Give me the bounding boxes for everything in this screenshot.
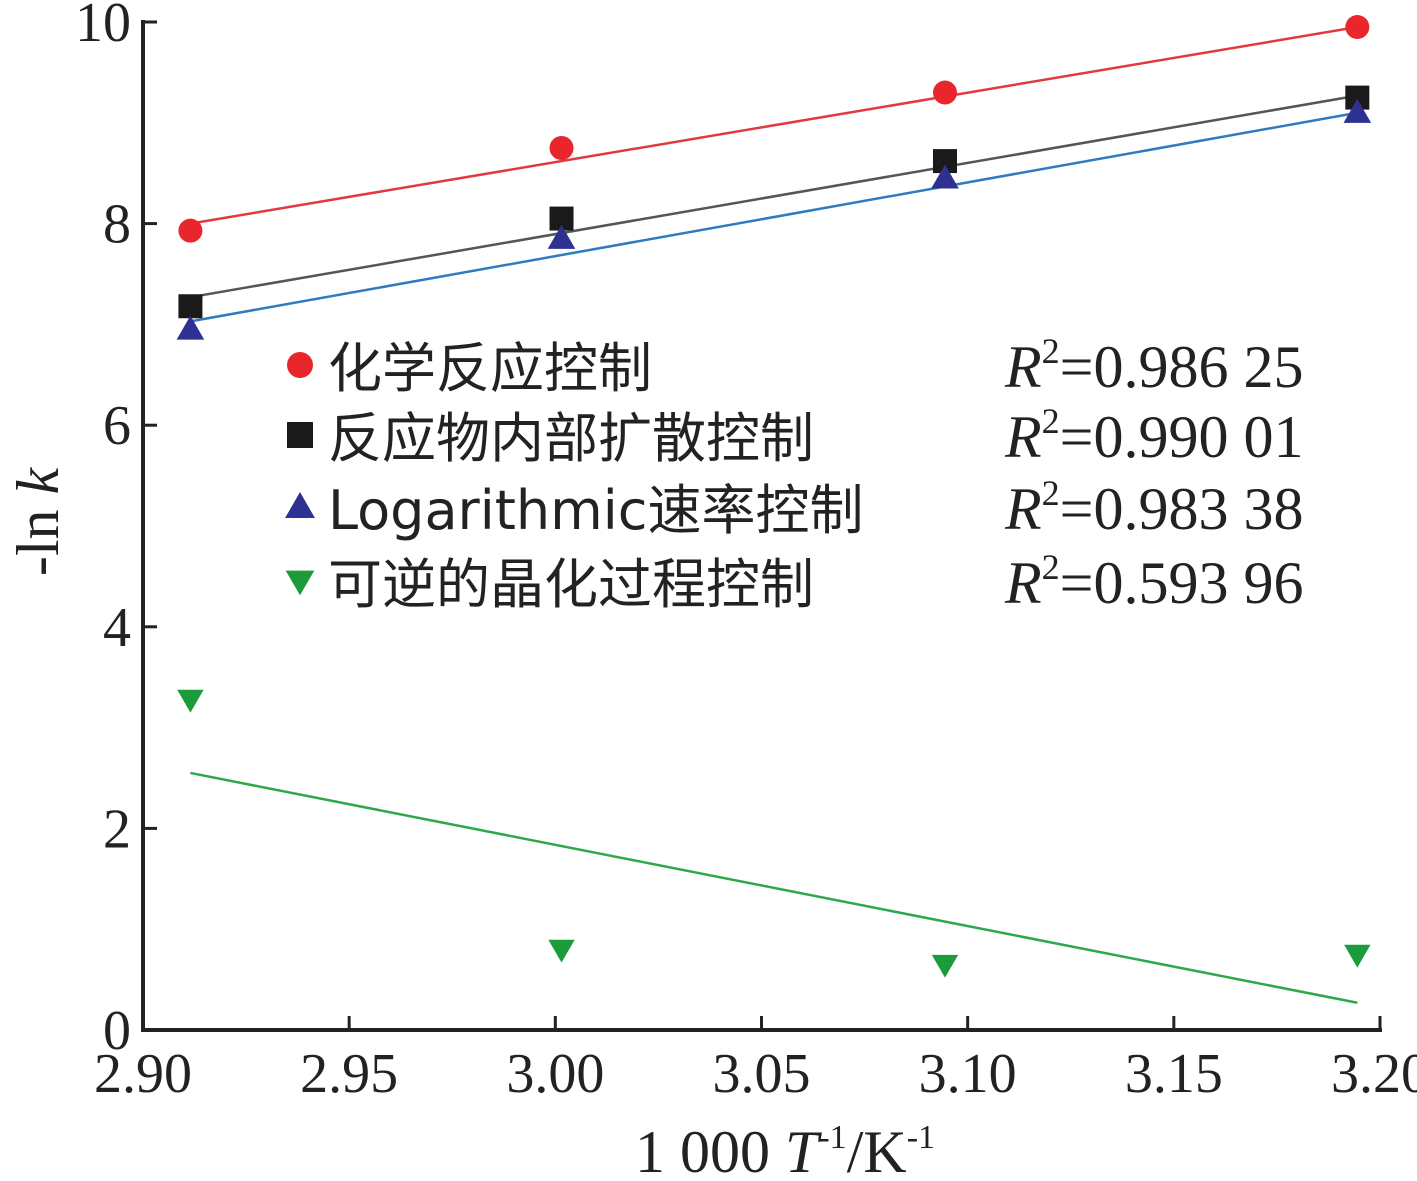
r-squared-label-series-2: R2=0.990 01 — [1004, 401, 1304, 470]
y-tick-label: 4 — [103, 597, 131, 659]
x-tick-label: 3.05 — [713, 1043, 811, 1105]
legend-marker-series-3 — [285, 492, 315, 519]
data-point-series-2 — [178, 294, 203, 319]
y-axis-title: -ln k — [5, 466, 71, 576]
data-point-series-4 — [931, 954, 959, 978]
legend-marker-series-1 — [287, 352, 313, 378]
legend: 化学反应控制 R2=0.986 25 反应物内部扩散控制 R2=0.990 01 Log… — [285, 331, 1304, 616]
legend-label-series-4: 可逆的晶化过程控制 — [328, 553, 814, 616]
y-tick-label: 6 — [103, 395, 131, 457]
x-axis-title: 1 000 T-1/K-1 — [635, 1119, 935, 1181]
data-point-series-4 — [177, 689, 204, 713]
y-tick-label: 0 — [103, 1000, 131, 1062]
data-point-series-1 — [1345, 15, 1370, 40]
data-point-series-1 — [178, 218, 203, 243]
x-tick-label: 3.10 — [919, 1043, 1017, 1105]
y-tick-label: 10 — [75, 0, 131, 54]
fit-line-series-1 — [190, 25, 1358, 225]
data-point-series-4 — [1344, 944, 1371, 968]
data-point-series-1 — [932, 80, 957, 105]
fit-line-series-2 — [190, 94, 1358, 299]
data-point-series-3 — [1343, 98, 1372, 123]
y-tick-label: 2 — [103, 798, 131, 860]
markers — [176, 15, 1372, 978]
r-squared-label-series-4: R2=0.593 96 — [1004, 547, 1304, 616]
legend-label-series-3: Logarithmic速率控制 — [328, 479, 863, 542]
x-tick-label: 2.95 — [300, 1043, 398, 1105]
data-point-series-3 — [931, 164, 959, 189]
x-tick-label: 3.15 — [1125, 1043, 1223, 1105]
r-squared-label-series-3: R2=0.983 38 — [1004, 473, 1304, 542]
legend-label-series-2: 反应物内部扩散控制 — [328, 407, 814, 470]
x-tick-label: 2.90 — [94, 1043, 192, 1105]
y-tick-label: 8 — [103, 194, 131, 256]
data-point-series-4 — [548, 939, 575, 963]
legend-marker-series-4 — [285, 570, 315, 596]
x-tick-label: 3.00 — [506, 1043, 604, 1105]
fit-line-series-4 — [190, 771, 1358, 1005]
x-tick-label: 3.20 — [1331, 1043, 1417, 1105]
data-point-series-3 — [176, 315, 205, 340]
legend-marker-series-2 — [287, 422, 313, 448]
legend-label-series-1: 化学反应控制 — [328, 337, 652, 400]
data-point-series-3 — [547, 224, 576, 249]
fit-line-series-3 — [190, 111, 1358, 323]
r-squared-label-series-1: R2=0.986 25 — [1004, 331, 1304, 400]
data-point-series-1 — [549, 136, 574, 160]
ticks: 2.90 2.95 3.00 3.05 3.10 3.15 3.20 0 2 4 6 8 10 — [75, 0, 1417, 1105]
fit-lines — [190, 25, 1358, 1005]
